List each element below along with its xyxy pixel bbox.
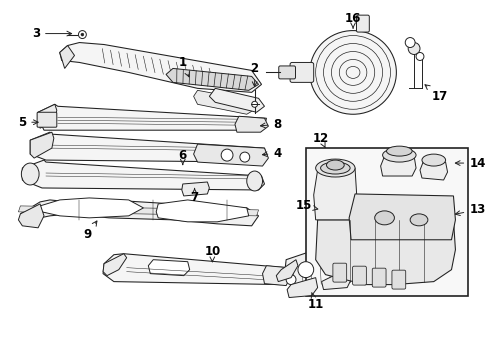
Polygon shape [182,182,209,196]
Text: 6: 6 [178,149,186,165]
Polygon shape [193,144,268,166]
Circle shape [221,149,232,161]
FancyBboxPatch shape [352,266,366,285]
Polygon shape [380,156,415,176]
FancyBboxPatch shape [332,263,346,282]
Polygon shape [38,104,57,128]
FancyBboxPatch shape [305,148,468,296]
Circle shape [78,31,86,39]
Polygon shape [284,250,349,294]
Polygon shape [419,160,447,180]
Polygon shape [148,260,189,276]
Ellipse shape [326,160,344,170]
Circle shape [405,37,414,48]
Polygon shape [30,132,266,162]
Polygon shape [60,42,261,92]
Ellipse shape [320,162,349,174]
Polygon shape [40,198,143,218]
Text: 17: 17 [424,85,447,103]
Polygon shape [313,168,356,220]
Polygon shape [20,200,258,226]
Ellipse shape [382,148,415,162]
Polygon shape [234,116,268,132]
Polygon shape [193,90,256,114]
Text: 4: 4 [262,147,281,159]
Polygon shape [22,160,264,190]
Polygon shape [262,266,289,285]
Text: 1: 1 [178,56,189,77]
FancyBboxPatch shape [37,112,57,127]
Ellipse shape [246,171,262,191]
Polygon shape [19,204,44,228]
Text: 12: 12 [312,132,328,148]
Text: 5: 5 [18,116,38,129]
Polygon shape [286,278,317,298]
Polygon shape [60,45,74,68]
Text: 9: 9 [83,221,97,241]
Polygon shape [315,220,454,285]
Circle shape [319,254,331,266]
Polygon shape [30,132,54,158]
Polygon shape [103,254,287,285]
Circle shape [285,275,295,285]
Ellipse shape [409,214,427,226]
Polygon shape [19,206,258,216]
Ellipse shape [374,211,394,225]
Text: 7: 7 [190,189,198,204]
Text: 2: 2 [250,62,258,86]
Circle shape [407,42,419,54]
Text: 8: 8 [260,118,281,131]
FancyBboxPatch shape [356,15,368,32]
FancyBboxPatch shape [289,62,313,82]
Polygon shape [166,68,258,90]
Circle shape [240,152,249,162]
Polygon shape [209,88,264,112]
FancyBboxPatch shape [278,66,295,79]
Text: 13: 13 [454,203,485,216]
Circle shape [297,262,313,278]
Ellipse shape [386,146,411,156]
Polygon shape [156,200,248,222]
Polygon shape [321,268,351,289]
Ellipse shape [421,154,445,166]
Polygon shape [38,104,266,130]
Text: 15: 15 [295,199,317,212]
Text: 11: 11 [307,293,323,311]
Polygon shape [276,260,297,282]
Text: 3: 3 [32,27,71,40]
Circle shape [415,53,423,60]
FancyBboxPatch shape [371,268,385,287]
Text: 14: 14 [454,157,485,170]
Text: 10: 10 [204,245,220,262]
Ellipse shape [21,163,39,185]
Circle shape [251,101,257,107]
FancyBboxPatch shape [391,270,405,289]
Circle shape [81,33,84,36]
Ellipse shape [315,159,354,177]
Polygon shape [348,194,454,240]
Polygon shape [103,254,126,276]
Text: 16: 16 [344,12,361,28]
Ellipse shape [309,31,396,114]
